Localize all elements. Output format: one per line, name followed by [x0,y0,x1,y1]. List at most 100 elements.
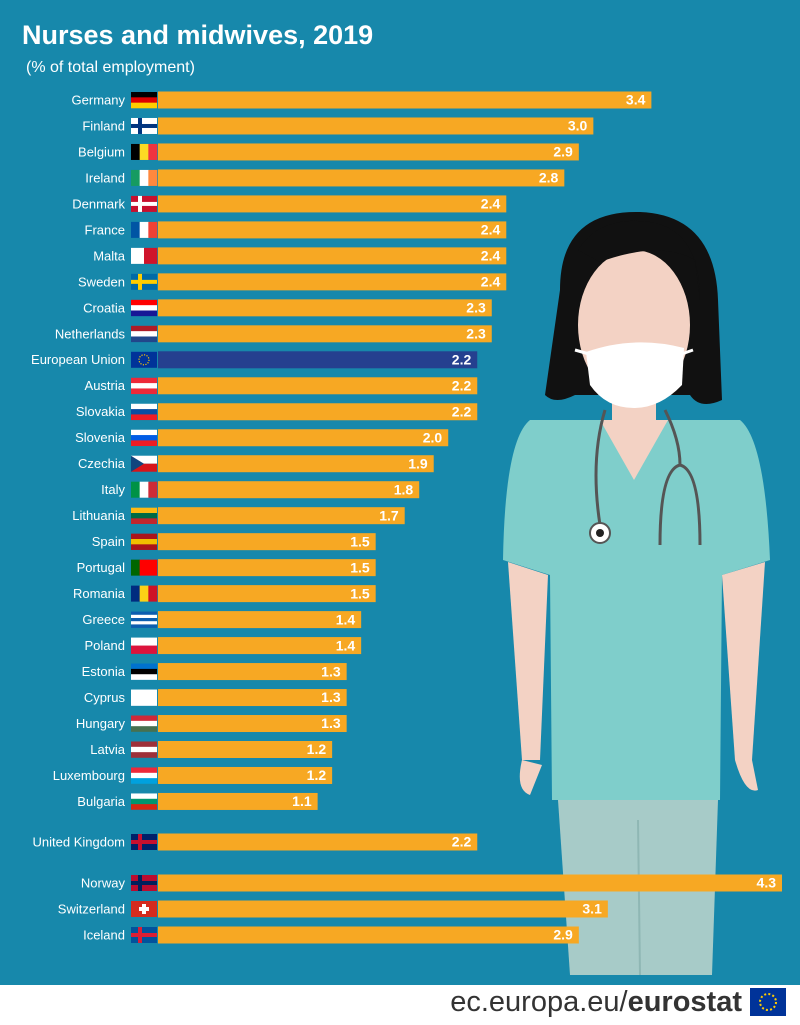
flag [131,715,157,732]
flag-stripe [131,513,157,519]
flag [131,117,157,134]
category-label: France [85,222,125,237]
value-label: 1.4 [336,611,356,627]
flag-stripe [131,624,157,628]
category-label: Malta [93,248,126,263]
value-label: 1.4 [336,637,356,653]
flag-stripe [131,637,157,646]
value-label: 2.0 [423,429,443,445]
flag-field [131,351,157,368]
bar [158,900,608,918]
flag-stripe [131,336,157,343]
flag-stripe [131,305,157,311]
bar [158,926,579,944]
flag-stripe [131,507,157,514]
flag-stripe [131,674,157,680]
flag [131,169,158,186]
bar [158,247,507,265]
flag [131,741,157,758]
flag [131,299,157,317]
value-label: 1.9 [408,455,428,471]
flag-stripe [148,169,158,186]
flag-stripe [131,388,157,395]
flag-stripe [131,611,157,616]
flag-stripe [131,97,157,103]
category-label: Luxembourg [53,768,125,783]
bar [158,833,478,851]
flag-stripe [148,559,158,576]
category-label: Ireland [85,170,125,185]
category-label: Cyprus [84,690,126,705]
flag [131,429,157,447]
category-label: Estonia [82,664,126,679]
category-label: Switzerland [58,901,125,916]
flag-stripe [131,614,157,619]
category-label: Croatia [83,300,126,315]
flag [131,927,157,943]
value-label: 2.2 [452,834,472,850]
bar [158,874,782,892]
flag-stripe [131,668,157,675]
flag-stripe [131,618,157,622]
category-label: Sweden [78,274,125,289]
flag-stripe [139,143,149,160]
value-label: 1.3 [321,689,341,705]
value-label: 2.2 [452,352,472,368]
flag [131,143,158,160]
flag-cross [131,201,157,206]
flag-cross [131,881,157,885]
value-label: 1.5 [350,559,370,575]
chart-subtitle: (% of total employment) [26,59,195,76]
flag-stripe [131,767,157,774]
flag-stripe [148,221,158,238]
bar [158,143,579,161]
value-label: 2.9 [553,927,573,943]
flag-stripe [144,247,158,264]
flag-stripe [131,720,157,727]
flag-stripe [131,435,157,441]
flag [131,377,157,395]
value-label: 1.7 [379,507,399,523]
category-label: Belgium [78,144,125,159]
flag-cross [131,933,157,937]
flag [131,273,157,290]
flag-stripe [131,310,157,317]
category-label: Austria [85,378,126,393]
flag-stripe [131,247,145,264]
flag-stripe [131,481,140,498]
value-label: 2.4 [481,222,501,238]
flag-stripe [139,481,149,498]
eu-logo [750,988,786,1016]
flag-stripe [131,778,157,784]
flag-stripe [139,559,149,576]
category-label: Italy [101,482,125,497]
bar [158,637,362,655]
flag [131,507,157,524]
flag [131,247,158,264]
bar [158,611,362,629]
flag-stripe [131,689,157,706]
flag [131,481,158,498]
flag-cross [131,123,157,128]
flag [131,533,157,550]
value-label: 1.2 [307,767,327,783]
flag-stripe [131,143,140,160]
value-label: 2.9 [553,144,573,160]
flag-stripe [131,463,157,472]
category-label: United Kingdom [33,834,126,849]
value-label: 2.4 [481,274,501,290]
bar [158,559,376,577]
flag-stripe [131,92,157,98]
bar [158,403,478,421]
flag [131,875,157,891]
flag-stripe [131,715,157,722]
value-label: 1.3 [321,715,341,731]
chart-title: Nurses and midwives, 2019 [22,20,373,50]
flag-cross [131,279,157,284]
bar [158,429,449,447]
footer-brand: eurostat [628,986,743,1018]
flag [131,637,157,654]
value-label: 1.3 [321,663,341,679]
